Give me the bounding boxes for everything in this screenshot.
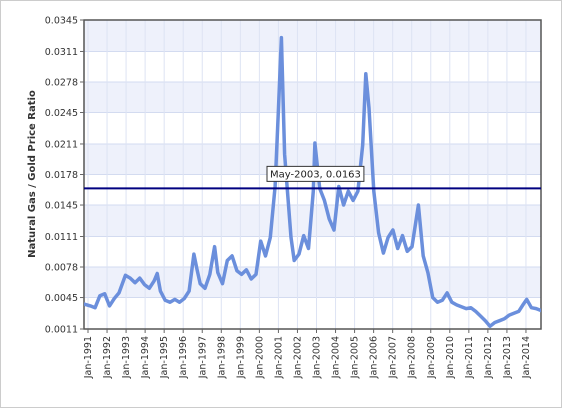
x-tick-label: Jan-2011 xyxy=(464,336,475,379)
x-tick-label: Jan-2003 xyxy=(312,336,323,379)
x-tick-label: Jan-1996 xyxy=(178,336,189,379)
x-tick-label: Jan-1995 xyxy=(159,336,170,379)
y-axis-label: Natural Gas / Gold Price Ratio xyxy=(27,90,38,258)
x-tick-label: Jan-2008 xyxy=(407,336,418,379)
grid-band xyxy=(84,112,541,144)
x-tick-label: Jan-1997 xyxy=(197,336,208,379)
tooltip-box xyxy=(266,165,365,182)
series-line xyxy=(84,35,541,328)
y-tick-label: 0.0278 xyxy=(45,77,78,88)
grid-band xyxy=(84,297,541,329)
x-tick-label: Jan-2013 xyxy=(502,336,513,379)
y-tick-label: 0.0311 xyxy=(45,47,78,58)
y-tick-label: 0.0145 xyxy=(45,201,78,212)
x-tick-label: Jan-1993 xyxy=(121,336,132,379)
x-tick-label: Jan-2001 xyxy=(273,336,284,379)
y-tick-label: 0.0011 xyxy=(45,325,78,336)
x-tick-label: Jan-1991 xyxy=(83,336,94,379)
x-tick-label: Jan-1999 xyxy=(235,336,246,379)
x-tick-label: Jan-2006 xyxy=(369,336,380,379)
y-tick-label: 0.0211 xyxy=(45,139,78,150)
x-tick-label: Jan-2012 xyxy=(483,336,494,379)
y-tick-label: 0.0078 xyxy=(45,263,78,274)
y-tick-label: 0.0111 xyxy=(45,232,78,243)
y-tick-label: 0.0045 xyxy=(45,293,78,304)
x-tick-label: Jan-2009 xyxy=(426,336,437,379)
x-tick-label: Jan-2014 xyxy=(521,336,532,379)
x-tick-label: Jan-1992 xyxy=(102,336,113,379)
x-tick-label: Jan-1998 xyxy=(216,336,227,379)
x-tick-label: Jan-2002 xyxy=(292,336,303,379)
grid-band xyxy=(84,20,541,52)
x-tick-label: Jan-2000 xyxy=(254,336,265,379)
x-tick-label: Jan-2010 xyxy=(445,336,456,379)
tooltip-text: May-2003, 0.0163 xyxy=(270,169,361,180)
x-tick-label: Jan-2005 xyxy=(350,336,361,379)
y-tick-label: 0.0178 xyxy=(45,170,78,181)
grid-band xyxy=(84,51,541,82)
grid-band xyxy=(84,81,541,113)
y-tick-label: 0.0345 xyxy=(45,16,78,27)
x-tick-label: Jan-2007 xyxy=(388,336,399,379)
x-tick-label: Jan-2004 xyxy=(331,336,342,379)
x-tick-label: Jan-1994 xyxy=(140,336,151,379)
y-tick-label: 0.0245 xyxy=(45,108,78,119)
tooltip: May-2003, 0.0163 xyxy=(266,165,365,182)
grid-band xyxy=(84,236,541,268)
